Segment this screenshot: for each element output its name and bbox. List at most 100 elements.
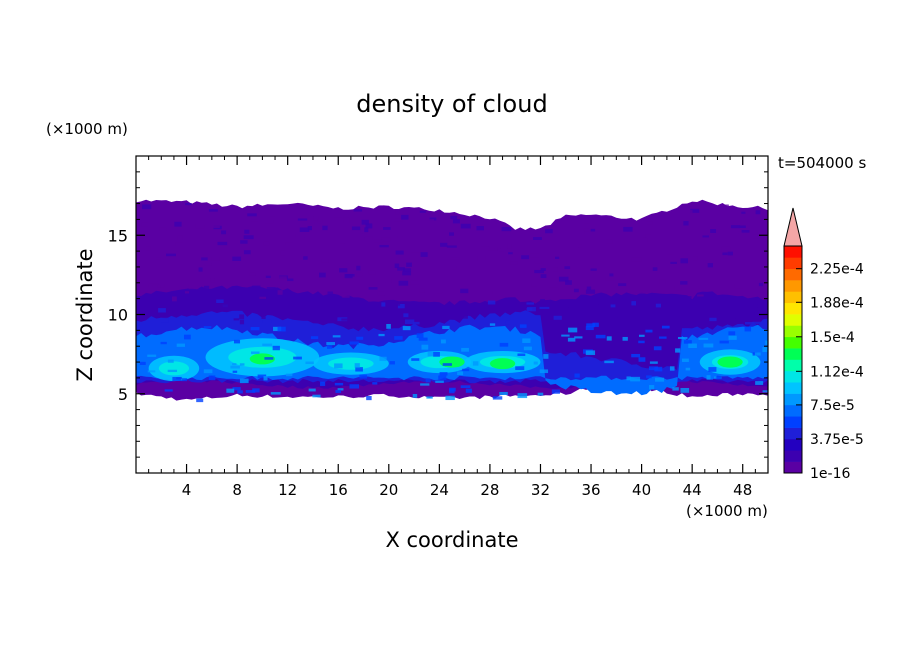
cloud-speckle [210,278,215,283]
cloud-speckle [279,276,287,281]
cloud-speckle [385,278,392,283]
cloud-field [136,199,768,403]
cloud-speckle [395,250,404,255]
cloud-core-inner-0 [158,361,190,376]
cloud-speckle [734,284,744,289]
cloud-speckle [147,354,157,357]
cloud-speckle [492,396,503,400]
cloud-speckle [590,228,596,232]
cloud-speckle [160,317,169,323]
colorbar-swatch [784,370,802,383]
cloud-speckle [728,331,736,336]
colorbar-swatch [784,348,802,360]
cloud-speckle [244,229,250,234]
cloud-speckle [727,251,733,256]
cloud-speckle [692,256,698,261]
cloud-speckle [366,395,372,401]
cloud-speckle [573,288,579,293]
cloud-speckle [645,329,653,333]
cloud-speckle [397,303,405,309]
cloud-speckle [332,335,341,338]
cloud-speckle [533,237,542,240]
cloud-speckle [442,325,450,330]
x-unit-label: (×1000 m) [686,502,768,520]
cloud-speckle [141,222,149,227]
cloud-speckle [386,311,395,317]
cloud-speckle [232,363,237,366]
cloud-speckle [424,219,434,224]
cloud-speckle [489,323,496,326]
colorbar-swatch [784,280,802,292]
cloud-speckle [296,293,305,299]
cloud-speckle [702,235,709,238]
cloud-speckle [487,300,496,305]
cloud-speckle [239,319,245,325]
cloud-speckle [499,391,508,396]
cloud-speckle [683,340,692,344]
cloud-speckle [458,314,468,319]
cloud-speckle [755,381,764,385]
cloud-speckle [172,376,182,381]
cloud-speckle [372,382,378,385]
cloud-speckle [476,226,484,231]
cloud-speckle [334,382,344,386]
cloud-speckle [291,270,297,273]
cloud-speckle [233,318,240,321]
cloud-speckle [203,326,212,329]
cloud-speckle [239,363,245,366]
cloud-speckle [416,333,424,338]
cloud-speckle [326,342,335,346]
cloud-speckle [287,296,293,300]
cloud-speckle [317,218,323,224]
cloud-speckle [690,208,700,213]
cloud-speckle [762,390,768,393]
cloud-speckle [243,235,254,240]
cloud-speckle [508,252,513,255]
cloud-speckle [334,363,343,369]
cloud-speckle [703,343,714,348]
cloud-speckle [390,302,401,306]
cloud-speckle [578,244,583,248]
cloud-speckle [313,216,319,221]
cloud-speckle [334,212,343,218]
cloud-speckle [744,302,751,306]
cloud-speckle [753,304,758,308]
cloud-speckle [452,218,460,224]
cloud-speckle [761,307,768,310]
cloud-speckle [155,257,161,260]
y-axis-label: Z coordinate [73,248,97,381]
y-tick-label: 15 [108,226,128,245]
cloud-speckle [230,365,240,369]
cloud-speckle [622,336,628,341]
cloud-speckle [545,228,553,234]
cloud-speckle [523,346,532,351]
colorbar-swatch [784,382,802,394]
cloud-speckle [333,303,342,309]
cloud-speckle [638,290,649,294]
cloud-speckle [137,317,144,321]
cloud-speckle [610,304,616,308]
cloud-speckle [433,351,440,357]
cloud-speckle [540,298,545,302]
y-axis: 5 10 15 [108,171,768,458]
cloud-speckle [494,247,501,250]
cloud-speckle [239,314,245,320]
cloud-speckle [402,326,411,331]
cloud-speckle [652,267,658,271]
cloud-speckle [419,210,426,213]
cloud-speckle [638,334,645,337]
cloud-speckle [540,274,547,278]
cloud-speckle [158,308,166,313]
cloud-speckle [552,267,558,272]
cloud-speckle [259,296,267,299]
cloud-speckle [558,276,569,282]
colorbar-tick-label: 3.75e-5 [810,432,864,448]
cloud-speckle [429,217,437,221]
cloud-speckle [492,291,501,295]
cloud-speckle [257,374,267,379]
cloud-speckle [457,371,464,376]
cloud-speckle [286,373,293,377]
cloud-speckle [308,388,316,392]
cloud-speckle [142,204,152,210]
cloud-speckle [249,272,256,276]
